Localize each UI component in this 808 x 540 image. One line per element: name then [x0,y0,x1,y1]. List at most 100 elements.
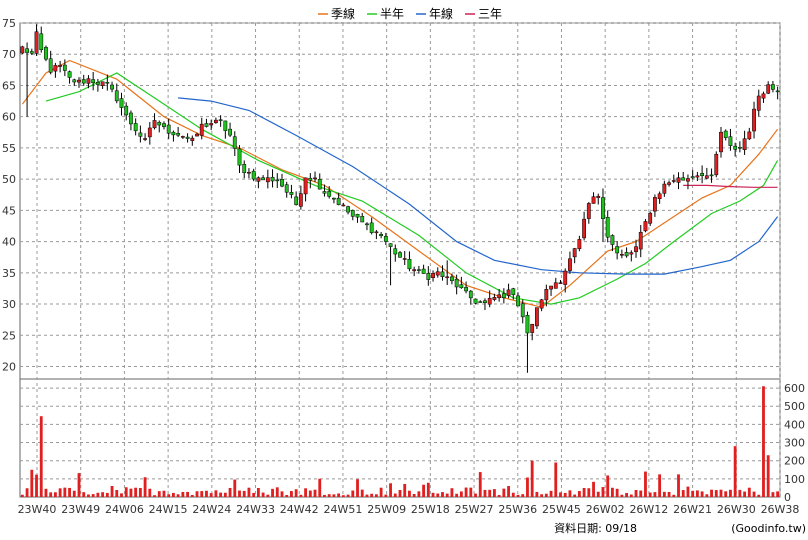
volume-bar [648,492,652,497]
candle-body [605,216,610,238]
volume-bar [393,493,397,497]
candle-body [506,289,511,296]
candle-body [100,81,105,86]
candle-body [25,48,29,53]
candle-body [709,174,714,177]
volume-bar [167,494,171,497]
volume-bar [389,483,392,497]
volume-bar [233,479,237,497]
candle-body [53,65,58,72]
volume-bar [554,462,558,497]
volume-bar [634,489,638,497]
volume-bar [714,490,718,497]
volume-bar [615,488,619,497]
candle-body [322,191,327,194]
candle-body [520,303,525,318]
source-label: (Goodinfo.tw) [731,522,806,535]
volume-bar [346,494,350,497]
candle-body [681,177,686,181]
candle-body [657,193,662,199]
volume-bar [72,490,76,497]
volume-bar [374,494,378,497]
volume-bar [563,492,567,497]
volume-bar [35,474,38,497]
candle-body [473,298,478,304]
volume-bar [214,490,218,497]
grid [19,22,781,498]
candle-body [445,276,450,279]
volume-bar [63,487,67,497]
volume-bar [596,491,600,497]
candle-body [752,108,756,132]
volume-bar [488,489,492,497]
candle-body [308,177,313,181]
candle-body [539,299,544,309]
candle-body [634,246,638,253]
volume-bar [30,469,34,497]
candle-body [577,239,582,250]
legend: 季線 半年 年線 三年 [318,6,502,21]
volume-bar [724,491,728,497]
candle-body [516,295,520,307]
volume-bar [49,492,53,497]
candle-body [572,248,577,258]
volume-bar [294,489,298,497]
candle-body [204,123,209,127]
volume-bar [143,477,147,497]
candle-body [686,178,690,182]
candle-body [544,289,549,301]
candle-body [251,170,256,180]
volume-bar [285,494,289,497]
x-tick-label: 24W42 [280,503,319,516]
x-tick-label: 26W12 [629,503,668,516]
volume-bar [743,491,747,497]
volume-bar [700,491,704,497]
volume-bar [96,492,100,497]
volume-bar [186,491,189,497]
volume-bar [526,477,529,497]
candle-body [48,58,53,73]
candle-body [700,173,705,177]
volume-bar [441,492,444,497]
candle-body [91,79,96,84]
volume-bar [39,416,43,497]
candle-body [667,182,671,185]
candle-body [77,79,81,83]
candle-body [478,301,483,303]
volume-bar [299,494,303,497]
volume-bar [540,494,544,497]
candle-body [265,177,270,183]
x-tick-label: 26W21 [673,503,712,516]
candle-body [162,123,166,128]
volume-bar [379,487,383,497]
candle-body [553,282,558,289]
volume-bar [516,494,520,497]
volume-bar [25,488,29,497]
volume-bar [459,491,463,497]
candle-body [487,297,492,305]
candle-body [133,123,138,132]
x-tick-label: 26W30 [717,503,756,516]
candle-body [723,130,728,138]
volume-bar [577,491,581,497]
candle-body [421,268,426,274]
candle-body [742,138,747,151]
candle-body [468,290,473,299]
volume-bar [620,494,624,497]
candle-body [388,243,393,247]
candle-body [180,136,185,138]
volume-bar [691,490,695,497]
candle-body [591,196,596,204]
volume-bar [105,492,109,497]
candle-body [450,276,454,282]
volume-bar [77,473,81,497]
volume-bar [625,492,628,497]
price-tick-label: 50 [2,173,16,186]
price-tick-label: 70 [2,48,16,61]
volume-bar [20,494,24,497]
volume-bar [313,489,317,497]
candle-body [558,282,563,285]
candle-body [653,197,657,212]
volume-bar [752,491,756,497]
price-tick-label: 65 [2,79,16,92]
